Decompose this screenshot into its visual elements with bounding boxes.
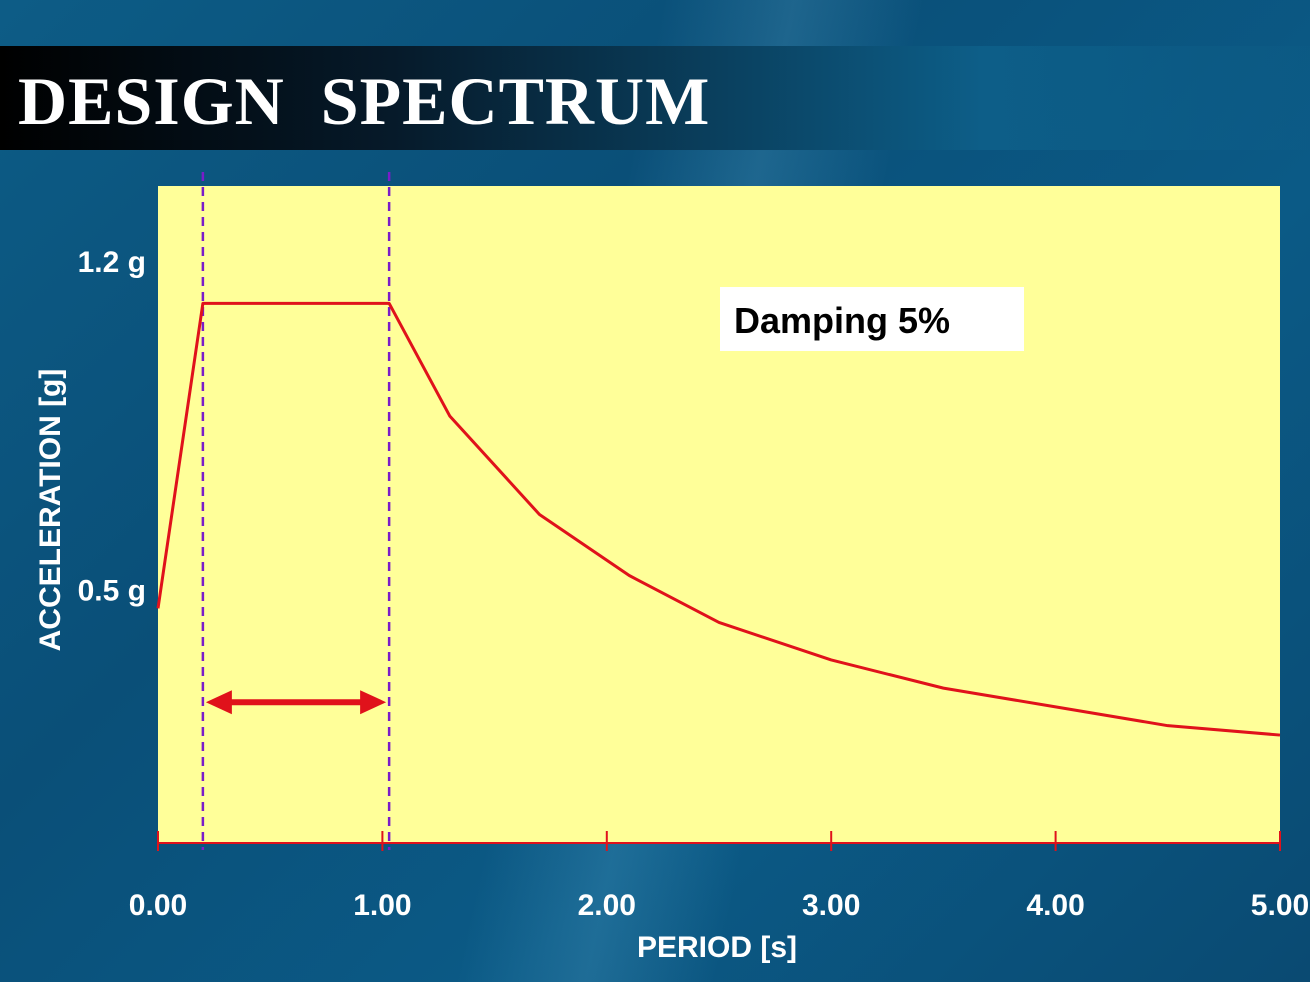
vlines-group bbox=[201, 172, 391, 850]
series-line bbox=[156, 301, 1281, 737]
y-tick-label-0: 1.2 g bbox=[78, 246, 146, 279]
x-tick-label-4: 4.00 bbox=[1026, 889, 1084, 922]
title-bar bbox=[0, 46, 1310, 150]
plot-area bbox=[158, 186, 1280, 843]
range-arrow-head-right bbox=[360, 690, 387, 715]
x-tick-label-2: 2.00 bbox=[578, 889, 636, 922]
x-tick-label-1: 1.00 bbox=[353, 889, 411, 922]
x-tick-label-3: 3.00 bbox=[802, 889, 860, 922]
annotation-damping: Damping 5% bbox=[734, 300, 950, 341]
x-tick-label-0: 0.00 bbox=[129, 889, 187, 922]
y-tick-label-1: 0.5 g bbox=[78, 574, 146, 607]
slide-title: DESIGN SPECTRUM bbox=[18, 63, 711, 139]
x-tick-label-5: 5.00 bbox=[1251, 889, 1309, 922]
annotation-box bbox=[720, 287, 1024, 351]
y-axis-title: ACCELERATION [g] bbox=[34, 369, 67, 652]
x-axis-title: PERIOD [s] bbox=[637, 931, 797, 964]
range-arrow-group bbox=[205, 690, 387, 715]
range-arrow-head-left bbox=[205, 690, 232, 715]
x-ticks-group: 0.00 1.00 2.00 3.00 4.00 5.00 bbox=[129, 831, 1309, 922]
y-ticks-group: 1.2 g 0.5 g bbox=[78, 246, 146, 607]
